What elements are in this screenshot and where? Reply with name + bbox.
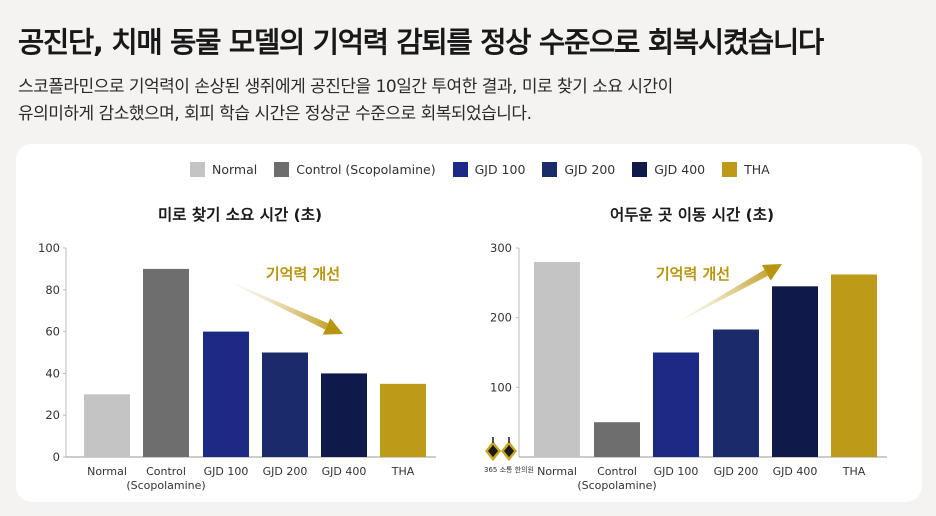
x-category-label: Control (597, 465, 637, 478)
chart-legend: Normal Control (Scopolamine) GJD 100 GJD… (190, 161, 787, 177)
bar (713, 329, 759, 457)
y-tick-label: 20 (45, 408, 60, 422)
y-tick-label: 200 (490, 311, 512, 325)
bar (534, 261, 580, 457)
x-category-label: GJD 200 (263, 465, 308, 478)
trend-arrow-head (322, 318, 343, 335)
legend-label: Control (Scopolamine) (296, 161, 436, 177)
legend-label: GJD 100 (474, 161, 526, 177)
clinic-logo: 365 소통 한의원 (483, 435, 535, 479)
y-tick-label: 40 (45, 366, 60, 380)
page-headline: 공진단, 치매 동물 모델의 기억력 감퇴를 정상 수준으로 회복시켰습니다 (18, 26, 824, 59)
page-subtitle: 스코폴라민으로 기억력이 손상된 생쥐에게 공진단을 10일간 투여한 결과, … (18, 74, 918, 128)
bar (772, 286, 818, 457)
y-tick-label: 80 (45, 283, 60, 297)
y-tick-label: 300 (490, 241, 512, 255)
legend-label: GJD 400 (654, 161, 706, 177)
legend-item-control: Control (Scopolamine) (274, 161, 436, 177)
legend-swatch (722, 161, 738, 177)
x-category-label: GJD 100 (654, 465, 699, 478)
bar (653, 352, 699, 457)
y-tick-label: 100 (490, 380, 512, 394)
x-category-label: Normal (537, 465, 577, 478)
y-tick-label: 60 (45, 325, 60, 339)
subtitle-line-2: 유의미하게 감소했으며, 회피 학습 시간은 정상군 수준으로 회복되었습니다. (18, 104, 532, 124)
y-tick-label: 100 (38, 241, 60, 255)
subtitle-line-1: 스코폴라민으로 기억력이 손상된 생쥐에게 공진단을 10일간 투여한 결과, … (18, 77, 673, 97)
annotation-label: 기억력 개선 (656, 265, 730, 283)
legend-swatch (274, 161, 290, 177)
trend-arrow-head (761, 264, 782, 281)
logo-text: 365 소통 한의원 (483, 466, 534, 474)
legend-item-tha: THA (722, 161, 770, 177)
bar (143, 268, 189, 457)
bar (203, 331, 249, 457)
bar (262, 352, 308, 457)
x-category-label: (Scopolamine) (126, 479, 205, 492)
x-category-label: GJD 400 (322, 465, 367, 478)
chart-title: 미로 찾기 소요 시간 (초) (158, 205, 322, 224)
x-category-label: Control (146, 465, 186, 478)
annotation-label: 기억력 개선 (266, 265, 340, 283)
y-tick-label: 0 (53, 450, 60, 464)
x-category-label: GJD 200 (714, 465, 759, 478)
bar (831, 274, 877, 457)
bar (594, 422, 640, 457)
x-category-label: GJD 100 (204, 465, 249, 478)
logo-icon (485, 437, 517, 461)
chart-title: 어두운 곳 이동 시간 (초) (610, 206, 774, 224)
legend-label: THA (744, 161, 770, 177)
legend-item-gjd100: GJD 100 (452, 161, 526, 177)
bar (84, 394, 130, 457)
legend-swatch (452, 161, 468, 177)
trend-arrow-shaft (675, 269, 768, 324)
legend-item-gjd400: GJD 400 (632, 161, 706, 177)
x-category-label: THA (842, 465, 866, 478)
x-category-label: THA (391, 465, 415, 478)
bar (321, 373, 367, 457)
legend-item-normal: Normal (190, 161, 258, 177)
legend-swatch (632, 161, 648, 177)
legend-label: Normal (212, 161, 258, 177)
x-category-label: Normal (87, 465, 127, 478)
bar (380, 383, 426, 457)
legend-swatch (542, 161, 558, 177)
x-category-label: GJD 400 (773, 465, 818, 478)
legend-label: GJD 200 (564, 161, 616, 177)
legend-swatch (190, 161, 205, 177)
legend-item-gjd200: GJD 200 (542, 161, 616, 177)
x-category-label: (Scopolamine) (577, 479, 656, 492)
trend-arrow-shaft (227, 280, 329, 330)
